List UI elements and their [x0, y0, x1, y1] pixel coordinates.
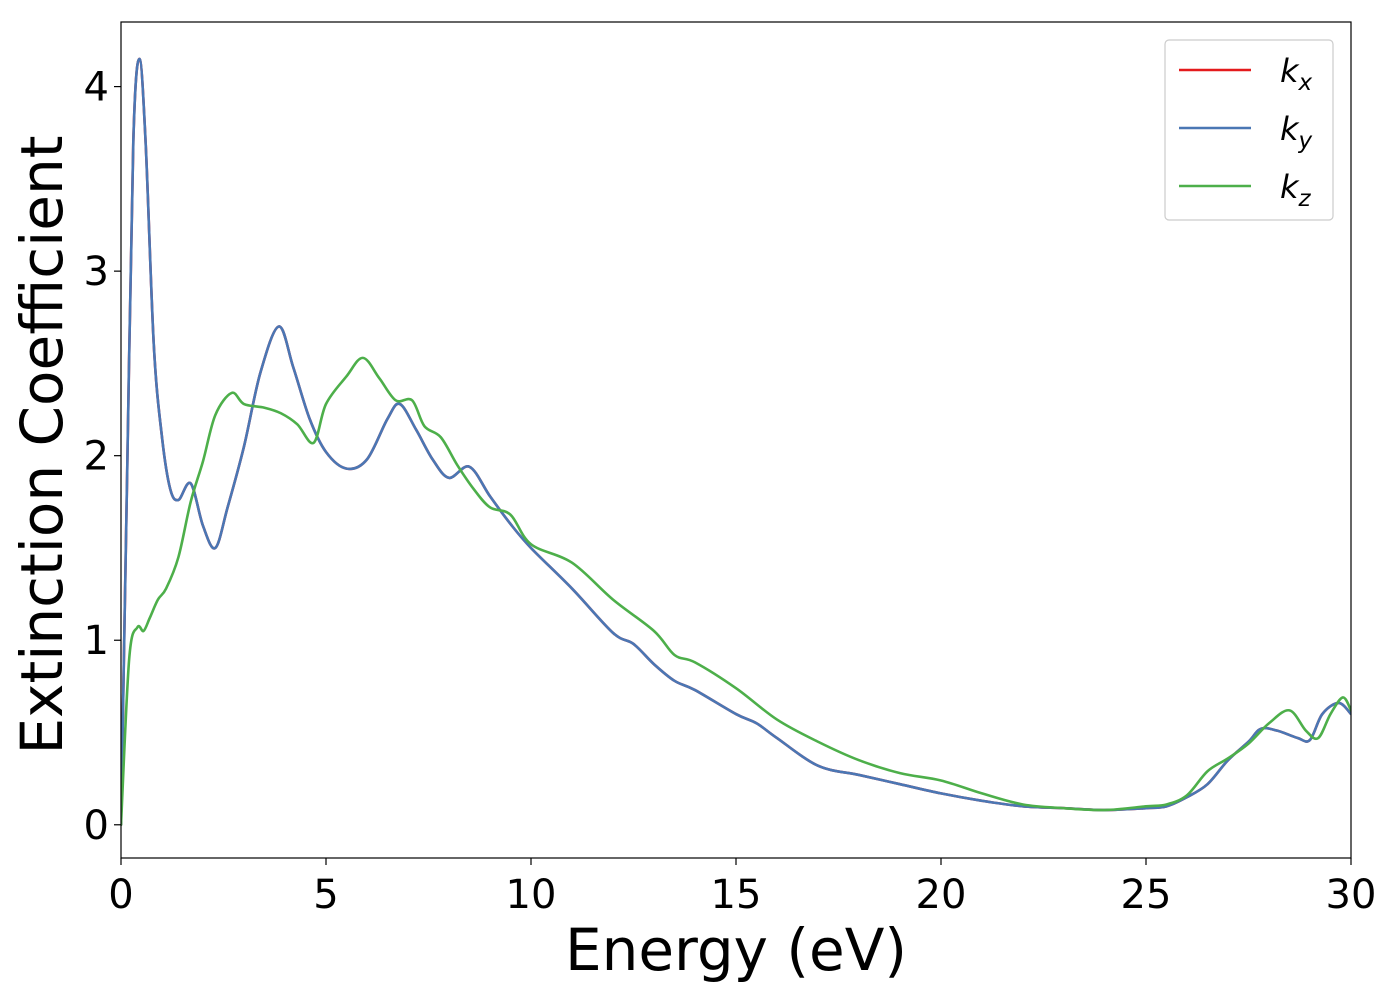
x-tick-label: 25 [1121, 872, 1172, 918]
x-tick-label: 10 [506, 872, 557, 918]
x-tick-label: 5 [313, 872, 338, 918]
x-tick-label: 15 [711, 872, 762, 918]
y-axis: 0 1 2 3 4 [84, 65, 121, 849]
x-tick-label: 30 [1326, 872, 1377, 918]
x-tick-label: 0 [108, 872, 133, 918]
legend-box [1164, 39, 1334, 221]
x-axis-label: Energy (eV) [565, 916, 907, 984]
y-axis-label: Extinction Coefficient [8, 136, 76, 755]
y-tick-label: 2 [84, 434, 109, 480]
legend-label-ky: ky [1280, 110, 1313, 154]
y-tick-label: 0 [84, 803, 109, 849]
series-line-kz [121, 356, 1351, 827]
x-tick-label: 20 [916, 872, 967, 918]
y-tick-label: 1 [84, 618, 109, 664]
y-tick-label: 3 [84, 249, 109, 295]
series-layer [121, 57, 1351, 827]
x-axis: 0 5 10 15 20 25 30 [108, 858, 1376, 918]
legend-label-kx: kx [1280, 52, 1313, 96]
y-tick-label: 4 [84, 65, 109, 111]
